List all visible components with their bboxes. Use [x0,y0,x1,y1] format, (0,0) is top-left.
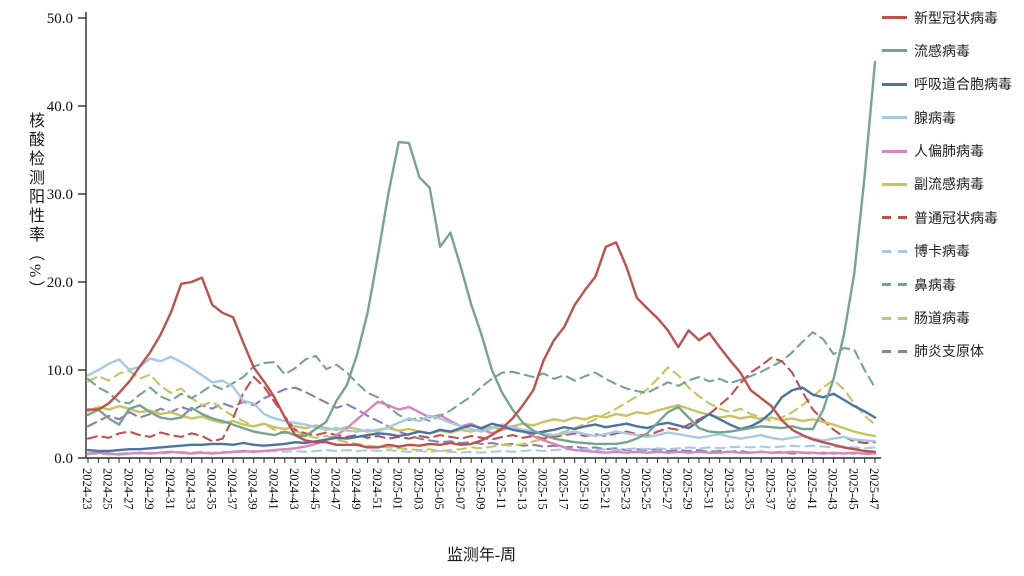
x-tick-label: 2025-23 [618,468,632,510]
x-tick-label: 2024-35 [204,468,218,510]
legend-label: 人偏肺病毒 [914,145,984,161]
y-tick-label: 50.0 [47,11,73,27]
y-tick-label: 10.0 [47,363,73,379]
x-tick-label: 2024-39 [246,468,260,510]
series-covid [86,241,877,453]
x-tick-label: 2024-41 [266,468,280,510]
x-tick-label: 2024-23 [80,468,94,510]
series-enterovirus [86,366,877,453]
series-rhinovirus [86,331,877,423]
legend-item-mycoplasma: 肺炎支原体 [882,341,1012,362]
legend-label: 副流感病毒 [914,178,984,194]
y-tick-label: 0.0 [54,451,73,467]
x-tick-label: 2025-29 [681,468,695,510]
legend-item-bocavirus: 博卡病毒 [882,241,1012,262]
legend-swatch-enterovirus [882,316,907,320]
legend-label: 鼻病毒 [914,278,956,294]
x-tick-label: 2025-17 [556,468,570,510]
x-tick-label: 2025-09 [474,468,488,510]
legend-swatch-parainfluenza [882,182,907,186]
series-bocavirus [86,444,877,456]
x-axis-title: 监测年-周 [446,547,517,564]
legend-item-parainfluenza: 副流感病毒 [882,174,1012,195]
series-adenovirus [86,355,877,443]
legend-item-enterovirus: 肠道病毒 [882,308,1012,329]
x-tick-label: 2024-31 [163,468,177,510]
x-tick-label: 2024-37 [225,468,239,510]
legend-swatch-mycoplasma [882,349,907,353]
x-tick-label: 2025-21 [598,468,612,510]
legend-swatch-rsv [882,82,907,86]
series-influenza [86,60,877,446]
x-tick-label: 2024-27 [121,468,135,510]
x-tick-label: 2025-45 [846,468,860,510]
x-tick-label: 2024-49 [349,468,363,510]
x-tick-label: 2024-29 [142,468,156,510]
x-tick-label: 2025-13 [515,468,529,510]
legend-label: 肺炎支原体 [914,345,984,361]
legend-swatch-hmpv [882,149,907,153]
x-tick-label: 2025-43 [826,468,840,510]
y-tick-label: 20.0 [47,275,73,291]
legend-item-covid: 新型冠状病毒 [882,7,1012,28]
x-tick-label: 2025-33 [722,468,736,510]
legend-item-hmpv: 人偏肺病毒 [882,141,1012,162]
x-tick-label: 2024-25 [101,468,115,510]
legend-item-adenovirus: 腺病毒 [882,107,1012,128]
x-tick-label: 2025-03 [411,468,425,510]
legend-item-rhinovirus: 鼻病毒 [882,274,1012,295]
legend-swatch-adenovirus [882,116,907,120]
x-tick-label: 2024-45 [308,468,322,510]
legend-item-rsv: 呼吸道合胞病毒 [882,74,1012,95]
legend-label: 肠道病毒 [914,312,970,328]
x-tick-label: 2025-41 [805,468,819,510]
x-tick-label: 2025-11 [494,468,508,509]
legend-label: 博卡病毒 [914,245,970,261]
legend-item-common-coronavirus: 普通冠状病毒 [882,207,1012,228]
legend-label: 流感病毒 [914,44,970,60]
x-tick-label: 2025-39 [784,468,798,510]
x-tick-label: 2024-47 [329,468,343,510]
legend-swatch-influenza [882,49,907,53]
legend-swatch-covid [882,16,907,19]
legend: 新型冠状病毒 流感病毒呼吸道合胞病毒 腺病毒人偏肺病毒副流感病毒普通冠状病毒 博卡病毒… [882,7,1012,374]
x-tick-label: 2025-15 [536,468,550,510]
legend-swatch-bocavirus [882,249,907,253]
x-tick-label: 2025-37 [763,468,777,510]
legend-label: 新型冠状病毒 [914,11,998,27]
x-tick-label: 2025-05 [432,468,446,510]
y-tick-label: 40.0 [47,99,73,115]
legend-swatch-rhinovirus [882,283,907,287]
x-tick-label: 2025-31 [701,468,715,510]
y-tick-label: 30.0 [47,187,73,203]
x-tick-label: 2024-51 [370,468,384,510]
legend-label: 普通冠状病毒 [914,211,998,227]
x-tick-label: 2025-19 [577,468,591,510]
x-tick-label: 2025-25 [639,468,653,510]
legend-label: 呼吸道合胞病毒 [914,78,1012,94]
legend-item-influenza: 流感病毒 [882,40,1012,61]
legend-swatch-common-coronavirus [882,216,907,220]
legend-label: 腺病毒 [914,111,956,127]
x-tick-label: 2025-07 [453,468,467,510]
x-tick-label: 2024-33 [184,468,198,510]
x-tick-label: 2025-35 [743,468,757,510]
x-tick-label: 2025-47 [867,468,881,510]
x-tick-label: 2025-01 [391,468,405,510]
y-axis-title: 核酸检测阳性率（%） [26,112,43,300]
x-tick-label: 2024-43 [287,468,301,510]
x-tick-label: 2025-27 [660,468,674,510]
